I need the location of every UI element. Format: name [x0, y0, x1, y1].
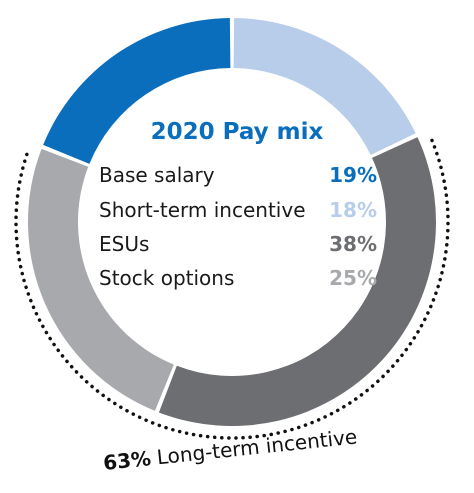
legend-label-stock-options: Stock options	[99, 266, 234, 290]
legend-row-base-salary: Base salary 19%	[99, 163, 377, 187]
legend-row-short-term-incentive: Short-term incentive 18%	[99, 198, 377, 222]
slice-short-term-incentive	[233, 18, 416, 155]
slice-stock-options	[27, 148, 174, 411]
legend-value-esus: 38%	[329, 232, 377, 256]
legend-label-base-salary: Base salary	[99, 163, 215, 187]
slice-esus	[158, 137, 436, 426]
chart-title: 2020 Pay mix	[151, 119, 324, 145]
annotation-value: 63%	[102, 446, 152, 475]
legend: Base salary 19% Short-term incentive 18%…	[99, 163, 377, 290]
legend-row-esus: ESUs 38%	[99, 232, 377, 256]
long-term-incentive-bracket	[14, 138, 450, 440]
legend-value-short-term-incentive: 18%	[329, 198, 377, 222]
legend-label-esus: ESUs	[99, 232, 149, 256]
legend-value-stock-options: 25%	[329, 266, 377, 290]
legend-value-base-salary: 19%	[329, 163, 377, 187]
annotation-label: Long-term incentive	[156, 424, 359, 469]
donut-slices	[27, 18, 436, 426]
legend-row-stock-options: Stock options 25%	[99, 266, 377, 290]
long-term-incentive-annotation: 63% Long-term incentive	[102, 424, 358, 475]
slice-base-salary	[43, 18, 231, 164]
legend-label-short-term-incentive: Short-term incentive	[99, 198, 306, 222]
svg-text:63%Long-term incentive: 63% Long-term incentive	[102, 424, 358, 475]
